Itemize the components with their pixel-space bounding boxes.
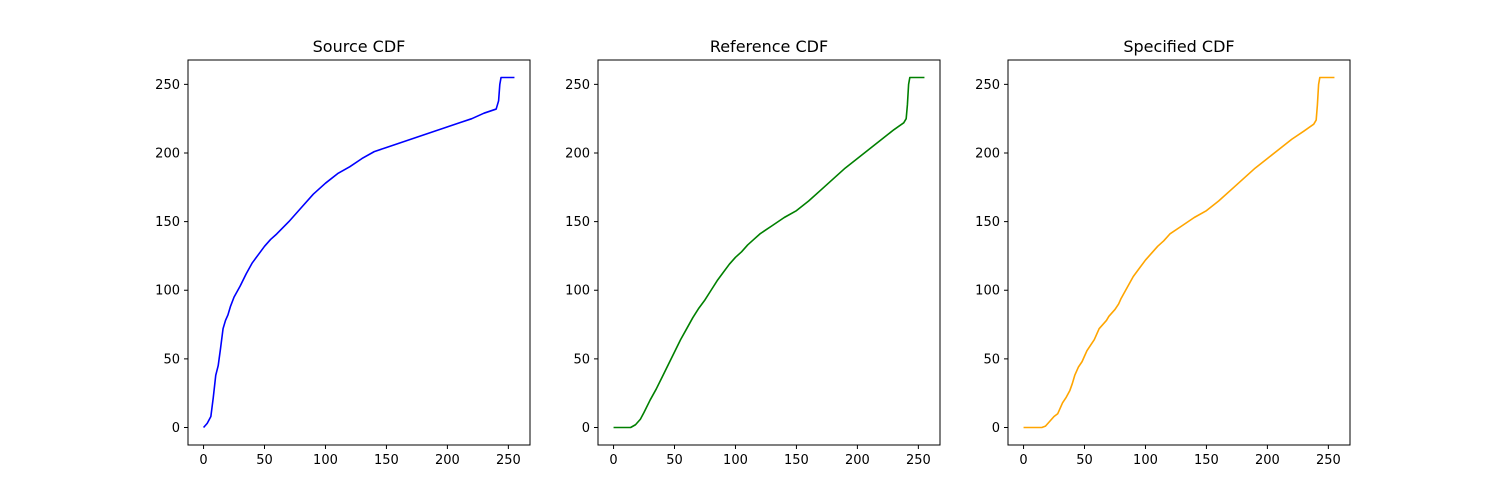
- chart-panels: Source CDF 0 50 100 150 200 250 0 50 100 150 200 250…: [155, 37, 1351, 468]
- x-tick-label: 0: [199, 453, 207, 468]
- x-tick-label: 200: [1255, 453, 1280, 468]
- chart-title: Source CDF: [313, 37, 406, 56]
- x-tick-label: 200: [845, 453, 870, 468]
- chart-panel-1: Reference CDF 0 50 100 150 200 250 0 50 100 150 200…: [565, 37, 941, 468]
- series-line-0: [613, 76, 925, 429]
- y-tick-label: 150: [975, 215, 1000, 230]
- y-tick-label: 100: [975, 284, 1000, 299]
- x-tick-label: 50: [666, 453, 683, 468]
- x-tick-label: 0: [609, 453, 617, 468]
- y-tick-label: 150: [155, 215, 180, 230]
- x-tick-label: 250: [1316, 453, 1341, 468]
- y-tick-label: 50: [163, 352, 180, 367]
- y-tick-label: 0: [582, 421, 590, 436]
- y-tick-label: 250: [565, 78, 590, 93]
- x-tick-label: 250: [496, 453, 521, 468]
- chart-title: Specified CDF: [1123, 37, 1234, 56]
- x-tick-label: 250: [906, 453, 931, 468]
- axes-frame: [187, 59, 531, 446]
- axes-frame: [597, 59, 941, 446]
- x-tick-label: 100: [723, 453, 748, 468]
- x-tick-label: 150: [374, 453, 399, 468]
- y-tick-label: 250: [155, 78, 180, 93]
- chart-panel-2: Specified CDF 0 50 100 150 200 250 0 50 100 150 200…: [975, 37, 1351, 468]
- x-tick-label: 0: [1019, 453, 1027, 468]
- x-tick-label: 150: [784, 453, 809, 468]
- y-tick-label: 100: [155, 284, 180, 299]
- y-tick-label: 50: [983, 352, 1000, 367]
- x-tick-label: 100: [1133, 453, 1158, 468]
- y-tick-label: 0: [992, 421, 1000, 436]
- y-tick-label: 200: [155, 146, 180, 161]
- x-tick-label: 100: [313, 453, 338, 468]
- y-tick-label: 50: [573, 352, 590, 367]
- y-tick-label: 100: [565, 284, 590, 299]
- y-tick-label: 150: [565, 215, 590, 230]
- y-tick-label: 200: [975, 146, 1000, 161]
- axes-frame: [1007, 59, 1351, 446]
- y-tick-label: 0: [172, 421, 180, 436]
- y-tick-label: 200: [565, 146, 590, 161]
- x-tick-label: 150: [1194, 453, 1219, 468]
- chart-panel-0: Source CDF 0 50 100 150 200 250 0 50 100 150 200 250: [155, 37, 531, 468]
- x-tick-label: 200: [435, 453, 460, 468]
- x-tick-label: 50: [256, 453, 273, 468]
- series-line-0: [1023, 76, 1335, 429]
- chart-title: Reference CDF: [710, 37, 828, 56]
- x-tick-label: 50: [1076, 453, 1093, 468]
- series-line-0: [202, 76, 515, 429]
- y-tick-label: 250: [975, 78, 1000, 93]
